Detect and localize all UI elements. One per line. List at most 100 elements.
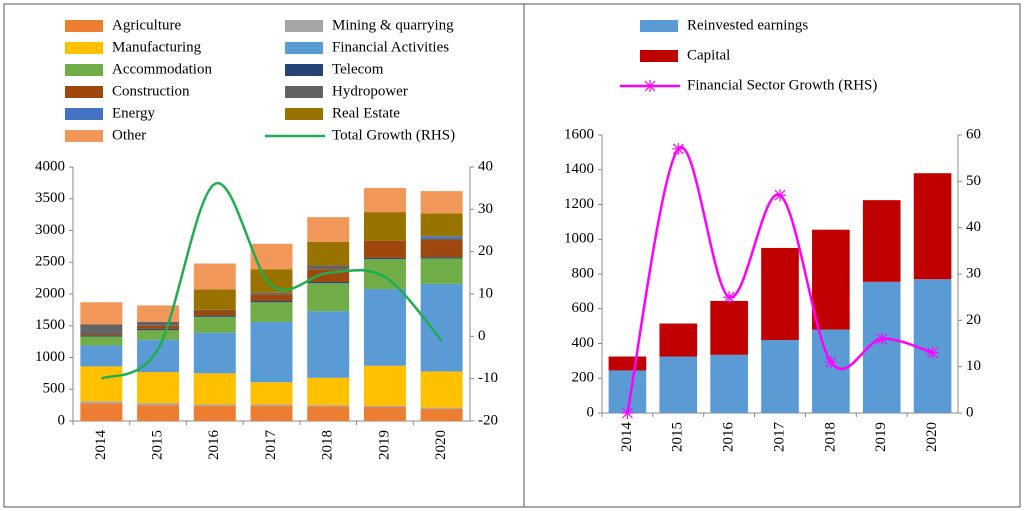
bar-segment (193, 316, 236, 333)
x-tick-label: 2015 (670, 422, 686, 452)
bar-segment (80, 336, 123, 346)
bar-segment (913, 173, 952, 280)
bar-segment (420, 371, 463, 408)
bar-segment (80, 324, 123, 335)
bar-segment (420, 213, 463, 237)
x-tick-label: 2019 (873, 422, 889, 452)
legend-label: Energy (112, 105, 156, 121)
bar-segment (420, 283, 463, 372)
y-tick-label: 0 (58, 412, 66, 428)
bar-segment (80, 345, 123, 367)
y2-tick-label: 10 (478, 285, 493, 301)
bar-segment (193, 263, 236, 290)
bar-segment (250, 405, 293, 421)
y-tick-label: 1000 (564, 231, 594, 247)
bar-segment (363, 257, 406, 260)
bar-segment (250, 292, 293, 295)
y2-tick-label: 0 (478, 328, 486, 344)
bar-segment (137, 305, 180, 322)
bar-segment (420, 408, 463, 421)
y-tick-label: 4000 (35, 158, 65, 174)
line-series (626, 146, 933, 414)
y-tick-label: 2000 (35, 285, 65, 301)
y-tick-label: 2500 (35, 254, 65, 270)
legend-swatch (65, 130, 103, 142)
bar-segment (420, 258, 463, 284)
y2-tick-label: 40 (966, 219, 981, 235)
legend-swatch (640, 50, 678, 62)
bar-segment (193, 289, 236, 310)
x-tick-label: 2018 (822, 422, 838, 452)
legend-swatch (65, 42, 103, 54)
legend-label: Financial Sector Growth (RHS) (687, 77, 877, 93)
legend-label: Financial Activities (332, 39, 449, 55)
bar-segment (307, 283, 350, 312)
bar-segment (420, 238, 463, 241)
y-tick-label: 1400 (564, 161, 594, 177)
bar-segment (250, 243, 293, 270)
bar-segment (307, 281, 350, 284)
bar-segment (363, 288, 406, 366)
bar-segment (137, 372, 180, 404)
x-tick-label: 2014 (93, 430, 109, 461)
bar-segment (137, 330, 180, 340)
x-tick-label: 2017 (771, 422, 787, 453)
bar-segment (250, 302, 293, 322)
legend-label: Total Growth (RHS) (332, 127, 455, 143)
y-tick-label: 1200 (564, 196, 594, 212)
y2-tick-label: 20 (966, 312, 981, 328)
y-tick-label: 500 (43, 381, 66, 397)
y2-tick-label: 10 (966, 358, 981, 374)
bar-segment (137, 403, 180, 406)
legend-swatch (285, 64, 323, 76)
bar-segment (137, 321, 180, 326)
bar-segment (80, 401, 123, 404)
legend-label: Agriculture (112, 17, 181, 33)
bar-segment (193, 315, 236, 317)
y2-tick-label: -20 (478, 412, 498, 428)
bar-segment (137, 325, 180, 329)
bar-segment (862, 200, 901, 282)
bar-segment (363, 240, 406, 258)
y-tick-label: 800 (572, 265, 595, 281)
bar-segment (307, 405, 350, 407)
legend-label: Real Estate (332, 105, 400, 121)
bar-segment (137, 328, 180, 331)
bar-segment (250, 300, 293, 303)
legend-label: Reinvested earnings (687, 17, 808, 33)
panel-border (523, 3, 1021, 508)
bar-segment (420, 240, 463, 258)
line-series (100, 182, 443, 380)
bar-segment (250, 404, 293, 406)
bar-segment (80, 366, 123, 402)
bar-segment (363, 407, 406, 421)
bar-segment (307, 217, 350, 242)
bar-segment (250, 321, 293, 383)
y-tick-label: 1000 (35, 349, 65, 365)
x-tick-label: 2020 (433, 430, 449, 460)
bar-segment (363, 405, 406, 408)
bar-segment (363, 212, 406, 241)
bar-segment (193, 310, 236, 316)
x-tick-label: 2019 (376, 430, 392, 460)
bar-segment (659, 323, 698, 357)
bar-segment (363, 365, 406, 406)
bar-segment (250, 269, 293, 293)
bar-segment (913, 279, 952, 413)
bar-segment (307, 377, 350, 406)
legend-label: Telecom (332, 61, 384, 77)
bar-segment (307, 311, 350, 378)
legend-swatch (640, 20, 678, 32)
x-tick-label: 2016 (721, 422, 737, 453)
x-tick-label: 2016 (206, 430, 222, 461)
bar-segment (80, 335, 123, 337)
bar-segment (307, 241, 350, 266)
bar-segment (420, 257, 463, 259)
bar-segment (193, 332, 236, 374)
bar-segment (608, 356, 647, 371)
bar-segment (812, 329, 850, 413)
bar-segment (761, 247, 799, 341)
y-tick-label: 600 (572, 300, 595, 316)
